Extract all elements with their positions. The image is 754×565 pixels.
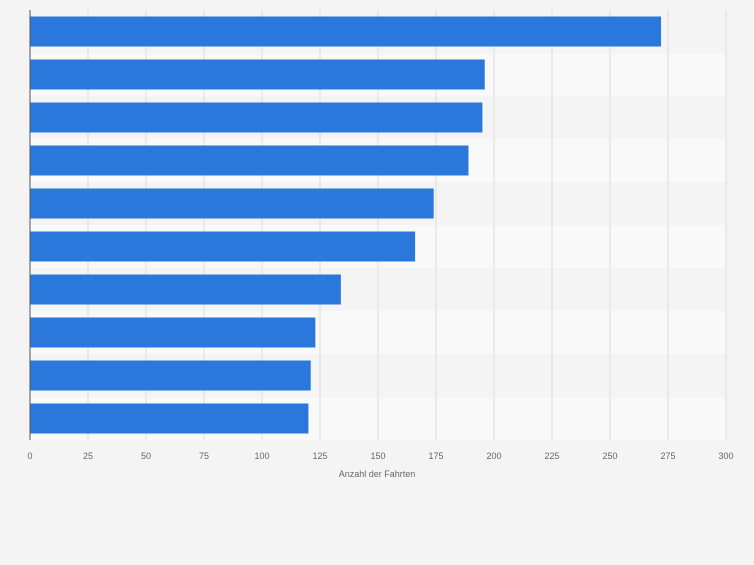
x-tick-label: 0: [27, 451, 32, 461]
x-tick-label: 50: [141, 451, 151, 461]
bar[interactable]: [30, 16, 662, 47]
x-tick-label: 225: [544, 451, 559, 461]
bar[interactable]: [30, 317, 316, 348]
bar[interactable]: [30, 360, 311, 391]
x-tick-label: 25: [83, 451, 93, 461]
x-tick-label: 300: [718, 451, 733, 461]
bar[interactable]: [30, 403, 309, 434]
x-tick-label: 150: [370, 451, 385, 461]
bar[interactable]: [30, 274, 341, 305]
x-tick-label: 100: [254, 451, 269, 461]
bar[interactable]: [30, 102, 483, 133]
bar[interactable]: [30, 188, 434, 219]
x-tick-labels: 0 25 50 75 100 125 150 175 200 225 250 275 300: [27, 451, 733, 461]
x-tick-label: 275: [660, 451, 675, 461]
x-axis-label: Anzahl der Fahrten: [339, 469, 416, 479]
bars: [30, 16, 662, 434]
x-tick-label: 75: [199, 451, 209, 461]
bar[interactable]: [30, 145, 469, 176]
x-tick-label: 175: [428, 451, 443, 461]
x-tick-label: 125: [312, 451, 327, 461]
bar[interactable]: [30, 231, 416, 262]
x-tick-label: 200: [486, 451, 501, 461]
bar[interactable]: [30, 59, 485, 90]
x-tick-label: 250: [602, 451, 617, 461]
